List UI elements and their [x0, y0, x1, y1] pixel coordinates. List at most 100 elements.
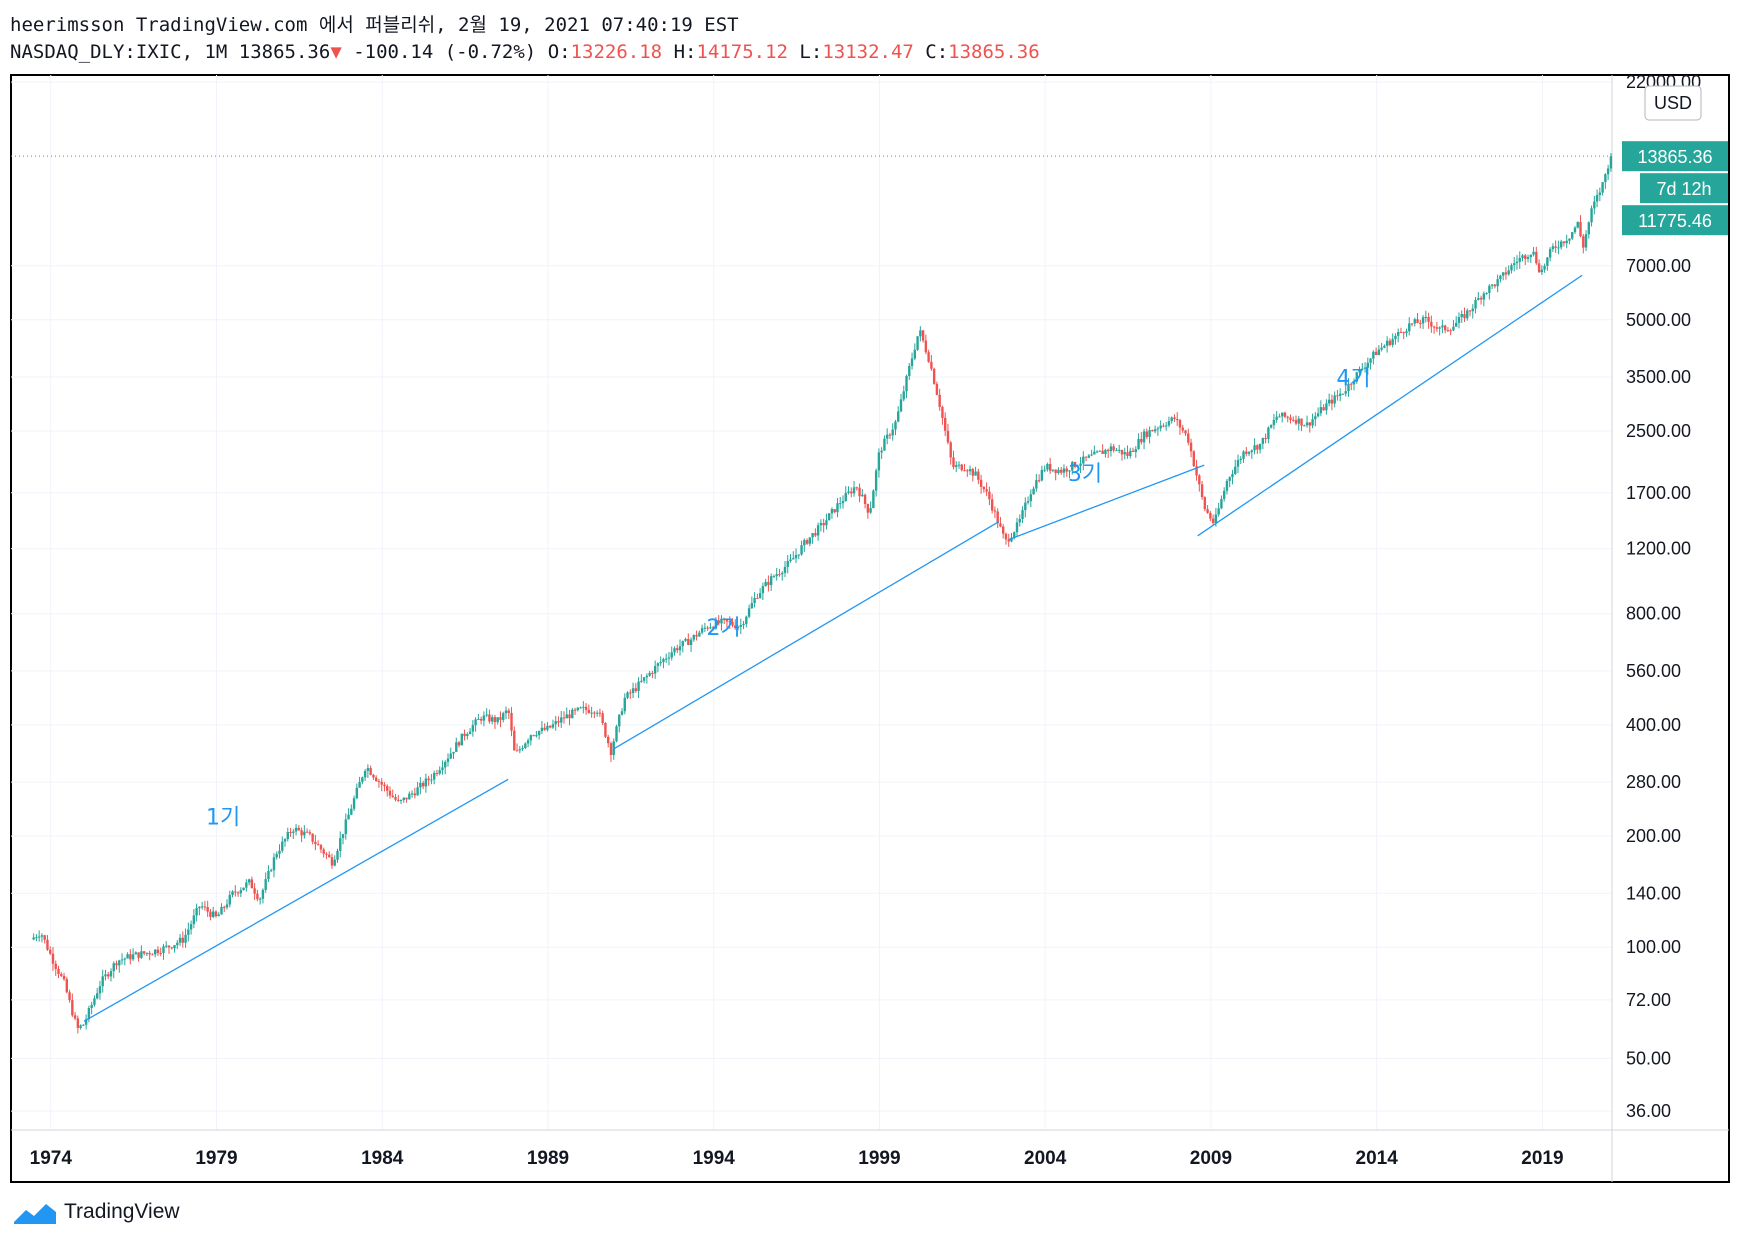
candle-body [568, 714, 571, 719]
candle-body [289, 831, 292, 833]
candle-body [1336, 395, 1339, 397]
candle-body [1065, 468, 1068, 472]
candle-body [399, 800, 403, 802]
candle-body [272, 857, 276, 871]
price-tick-label: 50.00 [1626, 1048, 1671, 1068]
candle-body [1540, 269, 1544, 273]
candle-body [913, 349, 917, 359]
candle-body [938, 394, 941, 407]
candle-body [330, 857, 334, 866]
candle-body [943, 417, 947, 431]
candle-body [1430, 321, 1433, 327]
low-value: 13132.47 [822, 41, 914, 63]
candle-body [308, 832, 312, 834]
price-axis[interactable]: 36.00 50.00 72.00 100.00 140.00 200.00 280.00 4… [1626, 72, 1701, 1121]
candle-body [584, 706, 588, 710]
candle-body [1258, 443, 1262, 450]
price-tick-label: 560.00 [1626, 661, 1681, 681]
phase-label: 1기 [206, 805, 240, 830]
candle-body [1239, 458, 1242, 461]
candle-body [1087, 455, 1091, 458]
candle-body [1311, 419, 1314, 426]
candle-body [717, 620, 720, 624]
candle-body [930, 361, 933, 369]
candle-body [137, 952, 140, 958]
candle-body [783, 566, 787, 573]
time-tick-label: 1979 [195, 1148, 237, 1169]
candle-body [1222, 490, 1226, 499]
candle-body [1548, 249, 1552, 258]
candle-body [623, 697, 626, 712]
currency-button[interactable]: USD [1644, 85, 1702, 121]
candle-body [728, 621, 731, 623]
tradingview-logo-icon [14, 1204, 56, 1224]
candle-body [1228, 477, 1231, 481]
candle-body [350, 808, 353, 815]
time-axis[interactable]: 1974 1979 1984 1989 1994 1999 2004 2009 2014 2019 [30, 1148, 1564, 1169]
candle-body [109, 971, 113, 977]
candle-body [996, 511, 999, 524]
candle-body [571, 709, 574, 719]
candle-body [706, 627, 709, 629]
candle-body [292, 831, 295, 833]
candle-body [217, 914, 220, 917]
candle-body [383, 784, 386, 787]
trendlines[interactable] [83, 274, 1583, 1022]
candle-body [1595, 195, 1599, 202]
candle-body [1206, 509, 1209, 513]
candle-body [1562, 241, 1566, 244]
candle-body [513, 730, 516, 751]
price-tick-label: 140.00 [1626, 883, 1681, 903]
trendline [83, 778, 509, 1022]
candle-body [1377, 349, 1381, 355]
candle-body [286, 831, 289, 840]
candle-body [148, 952, 151, 955]
candle-body [1225, 480, 1229, 491]
candle-body [518, 749, 522, 751]
candle-body [645, 675, 649, 678]
candle-body [515, 750, 519, 752]
candle-body [811, 533, 814, 538]
candle-body [37, 936, 41, 938]
candle-body [1518, 257, 1521, 262]
ohlc-legend: NASDAQ_DLY:IXIC, 1M 13865.36▼ -100.14 (-… [10, 41, 1040, 63]
candle-body [861, 494, 864, 497]
candle-body [394, 797, 397, 800]
close-label: C: [925, 41, 949, 63]
candle-body [678, 646, 682, 651]
candle-body [62, 975, 66, 980]
price-tick-label: 7000.00 [1626, 256, 1691, 276]
candle-body [1485, 292, 1488, 294]
candle-body [1286, 416, 1289, 418]
candle-body [1134, 449, 1137, 452]
candle-body [979, 479, 983, 487]
time-tick-label: 1984 [361, 1148, 404, 1169]
candle-body [1010, 537, 1013, 542]
currency-button-box[interactable] [1644, 85, 1702, 121]
candle-body [314, 841, 317, 845]
candle-body [1554, 246, 1557, 248]
chart-frame [10, 74, 1730, 1183]
candle-body [1209, 512, 1212, 519]
currency-label[interactable]: USD [1654, 93, 1692, 113]
price-chart[interactable]: 1기 2기 3기 4기 36.00 50.00 72.00 100.00 140.00 200.… [0, 0, 1737, 1190]
candle-body [372, 774, 375, 778]
candle-body [1374, 351, 1378, 355]
candle-body [151, 954, 154, 956]
candle-body [1250, 450, 1254, 453]
candle-body [380, 781, 383, 785]
candle-body [176, 942, 179, 946]
candle-body [1408, 323, 1411, 332]
candle-body [1109, 446, 1113, 452]
candle-body [1051, 469, 1055, 471]
candle-body [758, 593, 762, 599]
symbol-label: NASDAQ_DLY:IXIC, 1M [10, 41, 228, 63]
candle-body [1167, 421, 1171, 426]
candle-body [361, 777, 364, 782]
high-value: 14175.12 [696, 41, 788, 63]
candle-body [1397, 332, 1400, 336]
candle-body [449, 753, 452, 759]
candle-body [891, 429, 894, 436]
candle-body [1344, 391, 1347, 394]
candle-body [1015, 522, 1019, 533]
